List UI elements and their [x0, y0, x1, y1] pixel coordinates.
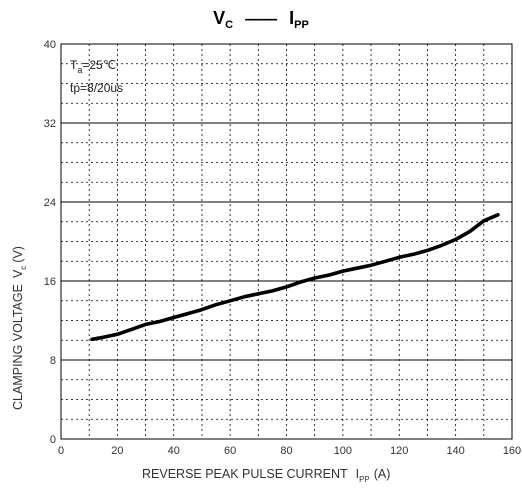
- x-tick-label: 120: [390, 445, 408, 457]
- y-tick-label: 32: [44, 118, 56, 130]
- x-tick-label: 100: [334, 445, 352, 457]
- chart-title: VC —— IPP: [213, 8, 309, 31]
- vc-ipp-curve: [90, 213, 500, 342]
- y-tick-label: 8: [50, 355, 56, 367]
- annotation-ta: Ta=25℃: [70, 58, 116, 75]
- x-tick-label: 0: [58, 445, 64, 457]
- x-tick-label: 60: [224, 445, 236, 457]
- x-tick-label: 80: [280, 445, 292, 457]
- title-vc: V: [213, 8, 225, 28]
- y-tick-label: 0: [50, 434, 56, 446]
- plot-frame: [60, 43, 513, 440]
- annotation-tp: tp=8/20us: [70, 81, 123, 95]
- grid: [61, 44, 512, 439]
- x-tick-label: 160: [503, 445, 521, 457]
- y-tick-label: 16: [44, 276, 56, 288]
- y-tick-label: 24: [44, 197, 56, 209]
- y-tick-label: 40: [44, 39, 56, 51]
- x-tick-label: 20: [111, 445, 123, 457]
- x-tick-label: 40: [168, 445, 180, 457]
- x-tick-label: 140: [446, 445, 464, 457]
- x-axis-label: REVERSE PEAK PULSE CURRENT IPP (A): [142, 467, 390, 484]
- y-axis-label: CLAMPING VOLTAGEVc(V): [11, 246, 28, 410]
- tick-labels: 0 20 40 60 80 100 120 140 160 0 8 16 24 32 40: [44, 39, 521, 457]
